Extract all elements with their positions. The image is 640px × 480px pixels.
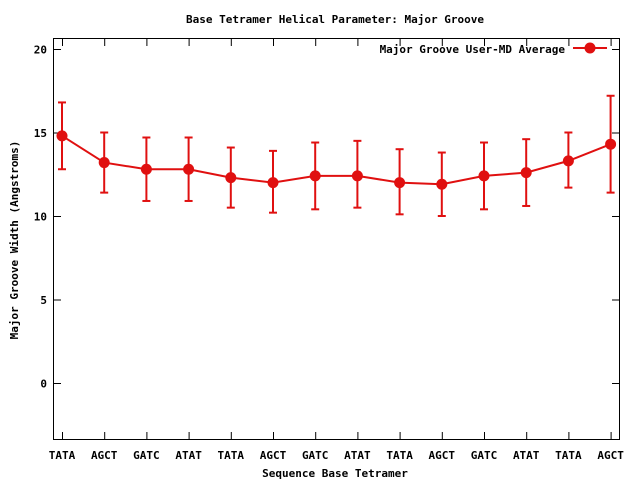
data-point bbox=[436, 178, 448, 190]
x-tick-label: GATC bbox=[471, 449, 498, 462]
data-point bbox=[225, 172, 237, 184]
legend-label: Major Groove User-MD Average bbox=[380, 43, 566, 56]
data-point bbox=[478, 170, 490, 182]
x-tick-label: TATA bbox=[218, 449, 245, 462]
y-axis-label: Major Groove Width (Angstroms) bbox=[8, 141, 21, 340]
data-point bbox=[562, 155, 574, 167]
x-tick-label: TATA bbox=[386, 449, 413, 462]
data-point bbox=[98, 157, 110, 169]
x-tick-label: AGCT bbox=[597, 449, 624, 462]
x-tick-label: GATC bbox=[302, 449, 329, 462]
axes: 20 15 10 5 0 TATA AGCT GATC ATAT TATA AGCT GATC ATAT… bbox=[34, 39, 624, 462]
x-tick-label: AGCT bbox=[429, 449, 456, 462]
y-tick-label: 10 bbox=[34, 211, 47, 224]
y-tick-label: 20 bbox=[34, 44, 47, 57]
series-line bbox=[61, 134, 611, 186]
legend-marker-sample bbox=[584, 42, 596, 54]
data-point bbox=[56, 130, 68, 142]
x-tick-label: ATAT bbox=[513, 449, 540, 462]
data-point bbox=[520, 167, 532, 179]
x-tick-label: TATA bbox=[555, 449, 582, 462]
data-point bbox=[267, 177, 279, 189]
series-layer bbox=[56, 94, 617, 217]
chart-title: Base Tetramer Helical Parameter: Major G… bbox=[186, 13, 484, 26]
legend: Major Groove User-MD Average bbox=[380, 42, 607, 56]
x-axis-label: Sequence Base Tetramer bbox=[262, 467, 408, 480]
data-point bbox=[394, 177, 406, 189]
data-point bbox=[183, 163, 195, 175]
x-tick-label: GATC bbox=[133, 449, 160, 462]
x-tick-label: AGCT bbox=[260, 449, 287, 462]
y-tick-label: 15 bbox=[34, 127, 47, 140]
y-tick-label: 5 bbox=[40, 294, 47, 307]
data-point bbox=[351, 170, 363, 182]
y-tick-label: 0 bbox=[40, 378, 47, 391]
data-point bbox=[605, 138, 617, 150]
x-tick-label: ATAT bbox=[175, 449, 202, 462]
plot-area-frame bbox=[53, 38, 620, 440]
data-point bbox=[309, 170, 321, 182]
x-tick-label: TATA bbox=[49, 449, 76, 462]
x-tick-label: ATAT bbox=[344, 449, 371, 462]
x-tick-label: AGCT bbox=[91, 449, 118, 462]
data-point bbox=[140, 163, 152, 175]
